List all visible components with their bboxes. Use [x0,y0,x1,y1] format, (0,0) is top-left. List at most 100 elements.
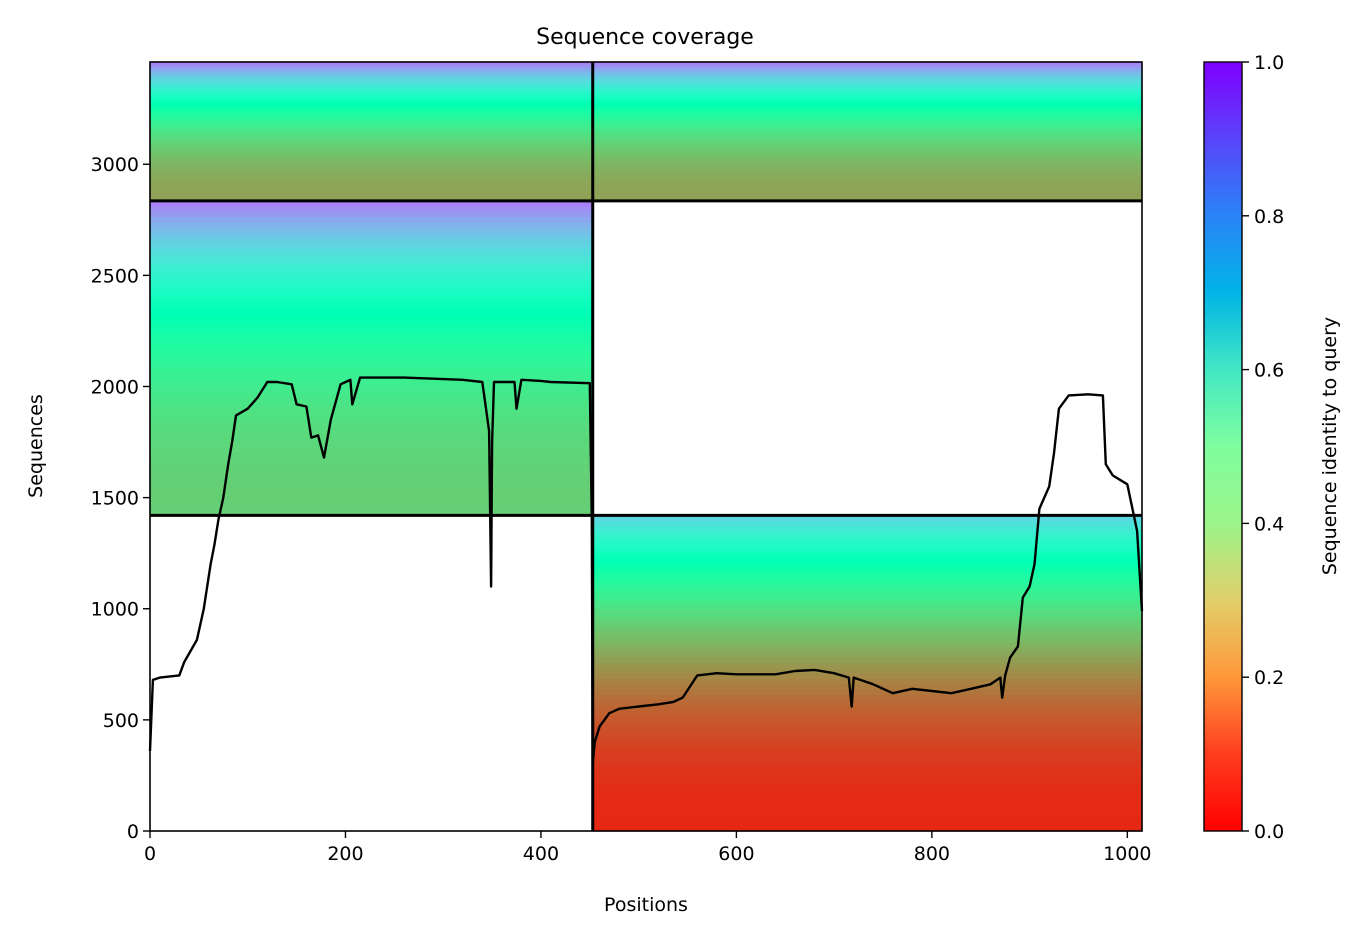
block-band [150,274,593,281]
block-band [592,557,1142,564]
block-band [592,620,1142,627]
chart-title: Sequence coverage [536,25,754,50]
block-band [150,122,1142,126]
x-axis-ticks: 0 200 400 600 800 1000 [144,831,1152,865]
y-tick-label: 2500 [91,265,139,287]
block-band [592,667,1142,674]
block-band [592,715,1142,722]
block-band [150,115,1142,119]
block-band [150,159,1142,163]
block-band [592,683,1142,690]
block-band [592,699,1142,706]
block-band [150,170,1142,174]
block-band [150,442,593,448]
block-band [150,92,1142,96]
block-band [150,152,1142,156]
block-band [150,108,1142,112]
block-band [592,767,1142,774]
block-band [150,62,1142,65]
block-band [592,757,1142,764]
block-band [592,525,1142,532]
block-band [592,657,1142,664]
block-band [592,541,1142,548]
block-band [150,269,593,275]
block-band [150,189,1142,193]
block-band [150,337,593,344]
block-band [592,552,1142,559]
block-band [592,652,1142,659]
block-band [150,71,1142,75]
block-band [150,248,593,254]
block-band [150,421,593,427]
block-band [150,154,1142,158]
block-band [150,352,593,359]
x-tick-label: 1000 [1103,843,1151,865]
colorbar-tick-label: 0.2 [1254,667,1284,689]
block-band [592,825,1142,832]
block-band [150,462,593,469]
block-band [150,426,593,433]
block-band [592,562,1142,569]
block-paired [150,62,1142,202]
block-band [150,384,593,391]
block-band [150,510,593,516]
block-band [150,196,1142,200]
block-band [150,175,1142,179]
block-band [150,75,1142,79]
block-band [150,310,593,317]
block-band [150,483,593,490]
block-band [592,788,1142,795]
block-band [592,662,1142,669]
block-band [592,631,1142,637]
block-band [592,799,1142,806]
block-band [150,89,1142,93]
block-band [592,694,1142,701]
block-band [150,237,593,244]
block-band [150,133,1142,137]
block-chain-2-only [592,515,1142,832]
block-band [150,99,1142,102]
block-band [592,594,1142,601]
block-band [150,263,593,270]
block-band [150,117,1142,121]
block-band [592,688,1142,695]
y-tick-label: 1000 [91,599,139,621]
colorbar-label: Sequence identity to query [1319,317,1341,575]
block-band [592,720,1142,727]
block-band [150,64,1142,68]
identity-blocks [150,62,1142,832]
y-tick-label: 3000 [91,154,139,176]
block-band [592,783,1142,790]
block-band [592,536,1142,543]
block-band [592,773,1142,779]
block-band [150,216,593,223]
block-band [592,589,1142,595]
block-band [150,200,593,207]
block-band [592,762,1142,769]
block-band [150,468,593,475]
block-band [592,615,1142,622]
x-tick-label: 200 [327,843,363,865]
block-band [150,504,593,511]
block-band [150,149,1142,153]
block-band [592,673,1142,680]
block-band [150,331,593,338]
block-band [150,131,1142,135]
block-band [150,187,1142,190]
colorbar [1203,61,1243,832]
block-band [150,447,593,454]
block-band [592,583,1142,590]
block-band [592,515,1142,522]
block-band [150,193,1142,197]
block-band [150,300,593,307]
block-band [592,736,1142,743]
block-band [150,211,593,218]
block-band [592,636,1142,643]
block-band [592,752,1142,758]
block-band [150,436,593,443]
block-band [150,452,593,459]
block-band [150,221,593,228]
block-band [150,326,593,333]
block-band [150,284,593,291]
block-band [150,499,593,506]
